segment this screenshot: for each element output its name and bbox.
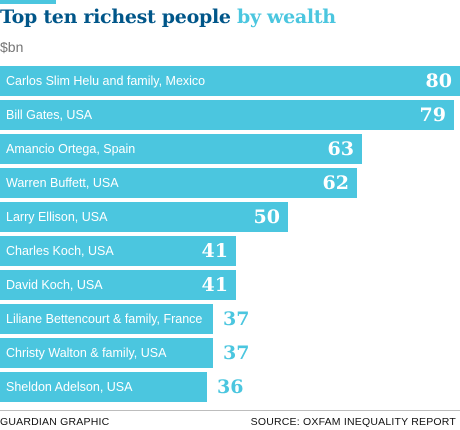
- chart-title: Top ten richest people by wealth: [0, 6, 336, 28]
- bar-value: 79: [419, 104, 446, 126]
- bar-label: Warren Buffett, USA: [6, 176, 119, 190]
- bar: [0, 202, 288, 232]
- bar-label: Christy Walton & family, USA: [6, 346, 167, 360]
- bar-label: Carlos Slim Helu and family, Mexico: [6, 74, 206, 88]
- chart-title-main: Top ten richest people: [0, 6, 231, 28]
- bar-label: Larry Ellison, USA: [6, 210, 108, 224]
- bar: [0, 100, 454, 130]
- unit-label: $bn: [0, 39, 24, 55]
- bar: [0, 304, 213, 334]
- footer-divider: [0, 410, 460, 411]
- bar-value: 62: [322, 172, 349, 194]
- bar: [0, 168, 357, 198]
- top-accent-bar: [0, 0, 56, 4]
- bar-value: 80: [425, 70, 452, 92]
- bar-value: 63: [327, 138, 354, 160]
- bar-label: Charles Koch, USA: [6, 244, 114, 258]
- bar-value: 37: [223, 342, 250, 364]
- bar: [0, 66, 460, 96]
- bar: [0, 372, 207, 402]
- graphic-credit: GUARDIAN GRAPHIC: [0, 416, 110, 428]
- bar-value: 41: [201, 240, 228, 262]
- bar: [0, 236, 236, 266]
- bar: [0, 270, 236, 300]
- bar-label: Amancio Ortega, Spain: [6, 142, 136, 156]
- bar-value: 41: [201, 274, 228, 296]
- bar-value: 36: [217, 376, 244, 398]
- bar-label: Liliane Bettencourt & family, France: [6, 312, 203, 326]
- bar-label: Sheldon Adelson, USA: [6, 380, 133, 394]
- bar-label: Bill Gates, USA: [6, 108, 93, 122]
- bar-value: 37: [223, 308, 250, 330]
- bar: [0, 134, 362, 164]
- bar-label: David Koch, USA: [6, 278, 103, 292]
- chart-title-accent: by wealth: [236, 6, 336, 28]
- bar: [0, 338, 213, 368]
- source-note: SOURCE: OXFAM INEQUALITY REPORT: [250, 416, 456, 428]
- bar-value: 50: [253, 206, 280, 228]
